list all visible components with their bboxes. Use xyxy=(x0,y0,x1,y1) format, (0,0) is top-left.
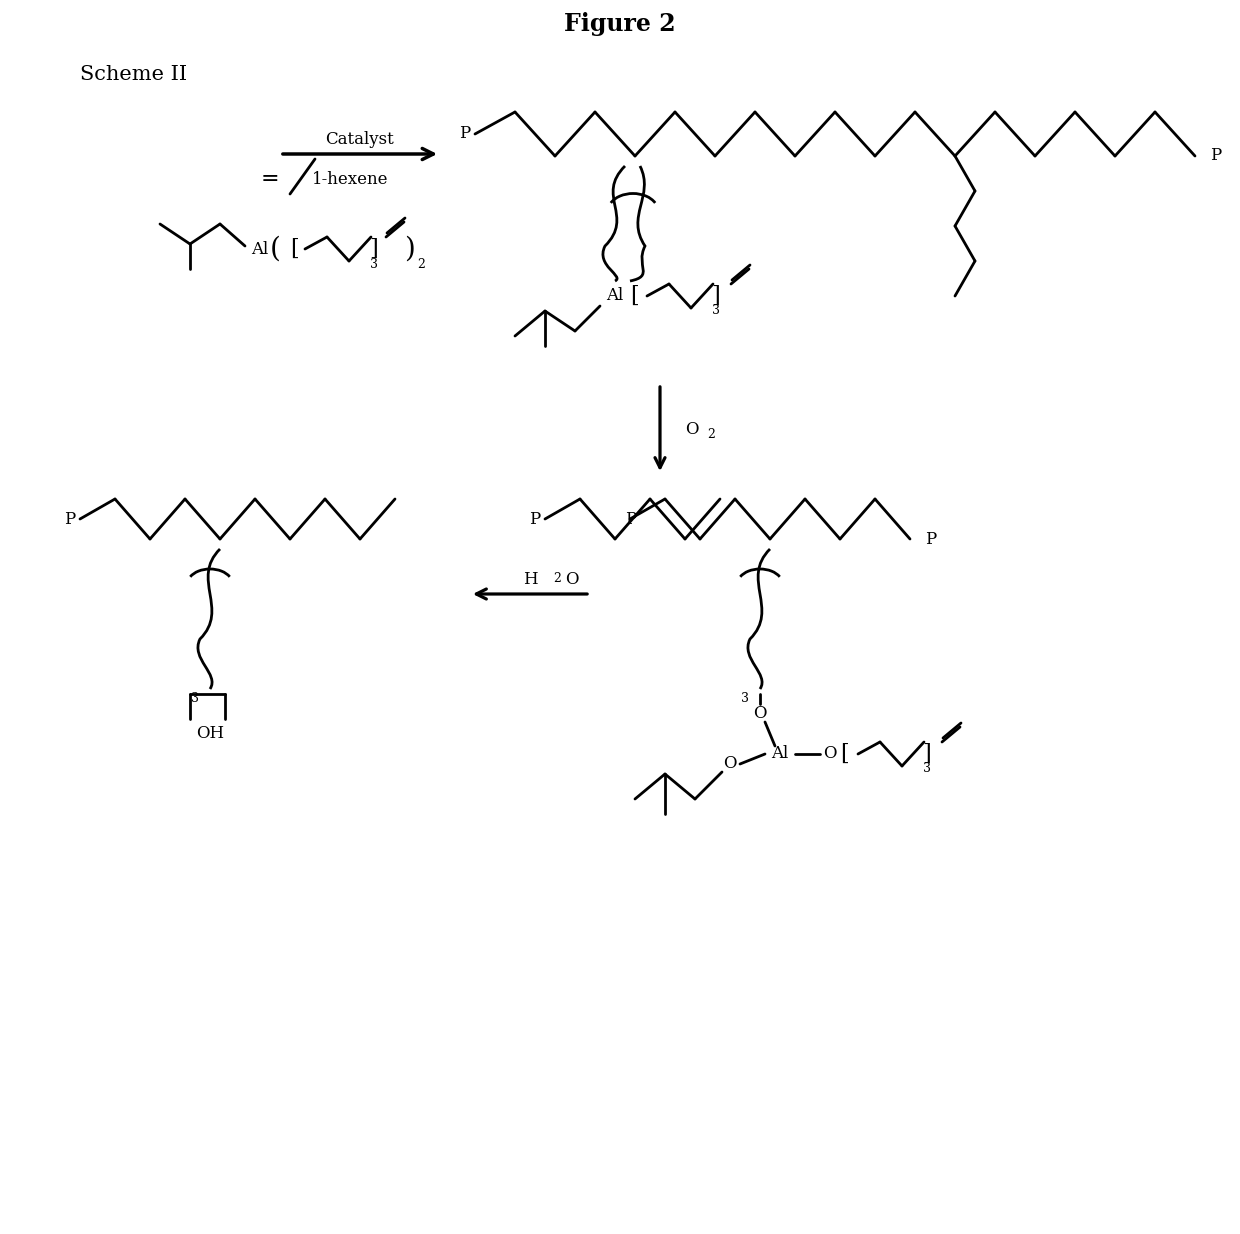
Text: Al: Al xyxy=(252,241,269,258)
Text: [: [ xyxy=(290,238,299,260)
Text: 3: 3 xyxy=(742,692,749,706)
Text: 3: 3 xyxy=(191,692,198,706)
Text: O: O xyxy=(723,755,737,772)
Text: O: O xyxy=(823,745,837,763)
Text: 3: 3 xyxy=(370,258,378,270)
Text: (: ( xyxy=(269,236,280,263)
Text: OH: OH xyxy=(196,726,224,743)
Text: O: O xyxy=(753,706,766,722)
Text: Al: Al xyxy=(606,288,624,305)
Text: O: O xyxy=(684,421,698,438)
Text: ]: ] xyxy=(370,238,378,260)
Text: P: P xyxy=(528,511,539,527)
Text: Al: Al xyxy=(771,745,789,763)
Text: ]: ] xyxy=(923,743,931,765)
Text: P: P xyxy=(459,126,470,142)
Text: 3: 3 xyxy=(712,305,720,317)
Text: H: H xyxy=(523,570,537,587)
Text: 3: 3 xyxy=(923,763,931,775)
Text: Scheme II: Scheme II xyxy=(81,64,187,84)
Text: 2: 2 xyxy=(553,573,560,585)
Text: 2: 2 xyxy=(417,258,425,270)
Text: P: P xyxy=(925,531,936,548)
Text: ]: ] xyxy=(712,285,720,307)
Text: P: P xyxy=(63,511,74,527)
Text: 2: 2 xyxy=(707,427,715,441)
Text: ): ) xyxy=(403,236,414,263)
Text: P: P xyxy=(625,511,636,527)
Text: P: P xyxy=(1210,148,1221,164)
Text: =: = xyxy=(260,168,279,190)
Text: [: [ xyxy=(631,285,640,307)
Text: [: [ xyxy=(841,743,849,765)
Text: Figure 2: Figure 2 xyxy=(564,12,676,36)
Text: O: O xyxy=(565,570,579,587)
Text: Catalyst: Catalyst xyxy=(326,131,394,148)
Text: 1-hexene: 1-hexene xyxy=(311,170,388,188)
